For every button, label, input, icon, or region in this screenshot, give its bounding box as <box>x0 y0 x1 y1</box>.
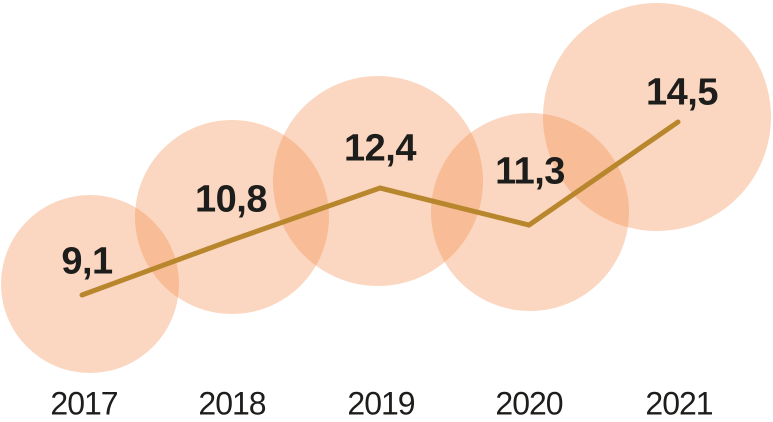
value-label-2017: 9,1 <box>61 240 113 283</box>
x-axis-label-2020: 2020 <box>495 385 563 422</box>
x-axis-label-2017: 2017 <box>50 385 118 422</box>
x-axis-label-2021: 2021 <box>645 385 713 422</box>
x-axis-label-2018: 2018 <box>198 385 266 422</box>
x-axis-label-2019: 2019 <box>347 385 415 422</box>
value-label-2019: 12,4 <box>344 127 416 170</box>
bubble-2021 <box>543 3 771 231</box>
value-label-2021: 14,5 <box>646 71 718 114</box>
value-label-2020: 11,3 <box>495 150 565 193</box>
value-label-2018: 10,8 <box>195 178 267 221</box>
